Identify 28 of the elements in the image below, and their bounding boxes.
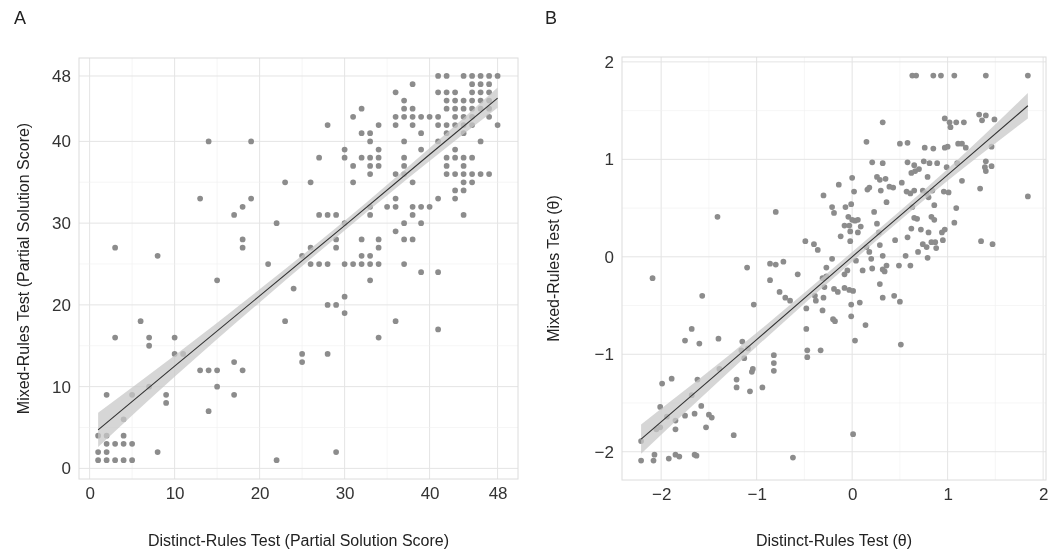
chart-title: A: [14, 8, 27, 28]
x-tick-label: 0: [85, 484, 95, 504]
y-axis-title: Mixed-Rules Test (θ): [545, 195, 563, 342]
x-axis-title: Distinct-Rules Test (θ): [755, 532, 913, 549]
y-tick-label: 48: [52, 66, 71, 86]
y-tick-label: 1: [604, 150, 614, 170]
x-tick-label: 48: [488, 484, 508, 504]
x-tick-label: 10: [165, 484, 185, 504]
x-tick-label: 1: [943, 485, 953, 505]
chart-title: B: [545, 8, 558, 28]
x-tick-label: 30: [335, 484, 355, 504]
y-tick-label: 10: [52, 377, 71, 397]
y-tick-label: −1: [594, 345, 614, 365]
x-tick-label: 2: [1038, 485, 1049, 505]
y-tick-label: 20: [52, 295, 71, 315]
x-tick-label: 20: [250, 484, 270, 504]
y-tick-label: 30: [52, 214, 71, 234]
x-tick-label: −1: [747, 485, 767, 505]
y-axis-title: Mixed-Rules Test (Partial Solution Score): [15, 122, 33, 415]
y-tick-label: 0: [604, 247, 614, 267]
x-tick-label: 0: [847, 485, 858, 505]
y-tick-label: 0: [61, 459, 71, 479]
y-tick-label: 2: [604, 52, 614, 72]
y-tick-label: −2: [594, 442, 614, 462]
x-axis-title: Distinct-Rules Test (Partial Solution Score): [147, 532, 450, 549]
x-tick-label: 40: [420, 484, 440, 504]
x-tick-label: −2: [651, 485, 672, 505]
y-tick-label: 40: [52, 132, 71, 152]
